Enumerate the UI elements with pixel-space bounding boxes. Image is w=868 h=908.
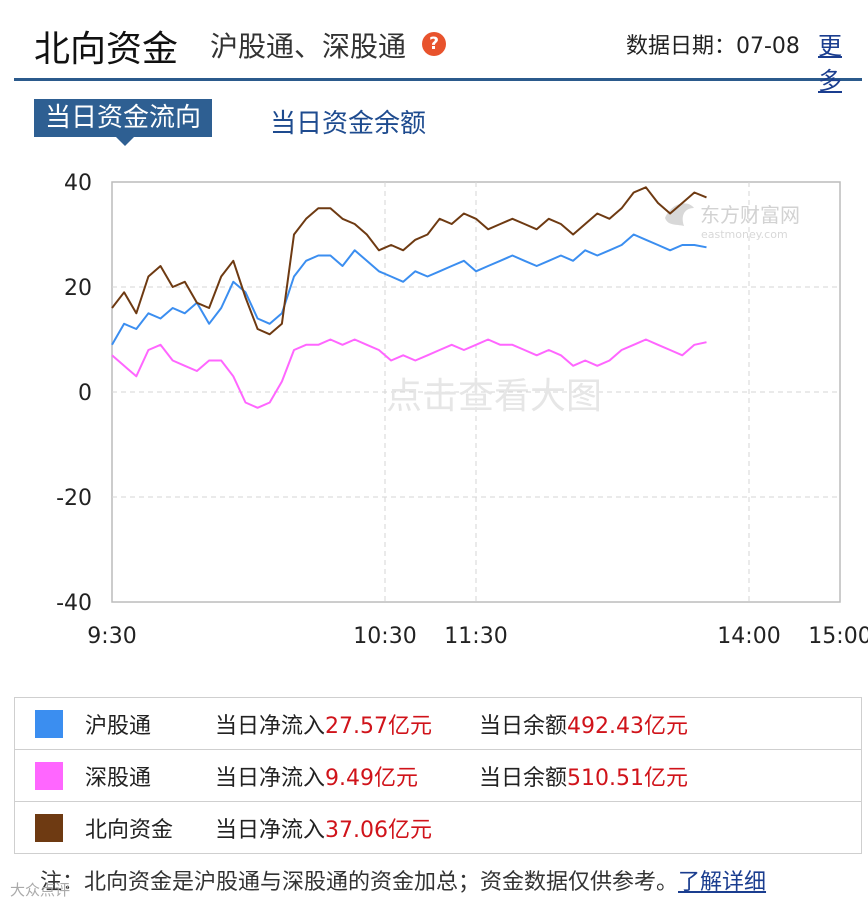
- page-title: 北向资金: [34, 29, 179, 70]
- y-tick-label: 20: [64, 276, 92, 301]
- series-line-2: [111, 186, 707, 336]
- legend-swatch-sz: [35, 761, 63, 790]
- flow-label: 当日净流入: [215, 713, 326, 739]
- legend-table: 沪股通 当日净流入27.57亿元 当日余额492.43亿元 深股通 当日净流入9…: [14, 697, 862, 854]
- flow-value: 9.49亿元: [325, 765, 419, 791]
- x-tick-label: 15:00: [808, 624, 868, 649]
- watermark-logo: 东方财富网 eastmoney.com: [665, 203, 800, 241]
- balance-label: 当日余额: [479, 713, 568, 739]
- flow-label: 当日净流入: [215, 817, 326, 843]
- tab-daily-flow[interactable]: 当日资金流向: [34, 99, 212, 146]
- legend-flow: 当日净流入37.06亿元: [215, 801, 479, 854]
- legend-swatch-sh: [35, 709, 63, 738]
- y-tick-label: 40: [64, 171, 92, 196]
- balance-value: 510.51亿元: [567, 765, 688, 791]
- question-circle-icon[interactable]: ?: [422, 32, 446, 56]
- legend-balance: [479, 801, 862, 854]
- learn-more-link[interactable]: 了解详细: [678, 870, 767, 895]
- watermark-logo-sub: eastmoney.com: [701, 228, 788, 241]
- legend-swatch-north: [35, 813, 63, 842]
- flow-value: 27.57亿元: [325, 713, 432, 739]
- x-tick-label: 9:30: [87, 624, 136, 649]
- northbound-flow-chart[interactable]: 40 20 0 -20 -40 9:30 10:30 11:30 14:00 15:00 东方财富…: [0, 160, 868, 660]
- x-tick-label: 14:00: [717, 624, 780, 649]
- legend-row-sz: 深股通 当日净流入9.49亿元 当日余额510.51亿元: [14, 749, 862, 802]
- legend-flow: 当日净流入27.57亿元: [215, 697, 479, 750]
- legend-row-sh: 沪股通 当日净流入27.57亿元 当日余额492.43亿元: [14, 697, 862, 750]
- legend-name: 沪股通: [85, 697, 215, 750]
- y-tick-label: -40: [56, 591, 92, 616]
- flow-value: 37.06亿元: [325, 817, 432, 843]
- x-tick-label: 10:30: [353, 624, 416, 649]
- footnote: 注：北向资金是沪股通与深股通的资金加总；资金数据仅供参考。了解详细: [40, 864, 766, 896]
- legend-balance: 当日余额492.43亿元: [479, 697, 862, 750]
- date-label: 数据日期：07-08: [626, 34, 800, 59]
- tab-daily-balance[interactable]: 当日资金余额: [270, 109, 427, 139]
- watermark-logo-text: 东方财富网: [700, 203, 800, 227]
- legend-balance: 当日余额510.51亿元: [479, 749, 862, 802]
- footnote-text: 注：北向资金是沪股通与深股通的资金加总；资金数据仅供参考。: [40, 870, 679, 895]
- balance-label: 当日余额: [479, 765, 568, 791]
- legend-row-north: 北向资金 当日净流入37.06亿元: [14, 801, 862, 854]
- y-tick-label: -20: [56, 486, 92, 511]
- legend-name: 深股通: [85, 749, 215, 802]
- page-subtitle: 沪股通、深股通: [210, 30, 407, 63]
- x-tick-label: 11:30: [444, 624, 507, 649]
- flow-label: 当日净流入: [215, 765, 326, 791]
- header: 北向资金 沪股通、深股通 ? 数据日期：07-08 更多: [14, 0, 862, 95]
- more-link[interactable]: 更多: [818, 32, 842, 95]
- series-line-1: [111, 338, 707, 409]
- legend-flow: 当日净流入9.49亿元: [215, 749, 479, 802]
- corner-watermark: 大众点评: [10, 881, 71, 899]
- legend-name: 北向资金: [85, 801, 215, 854]
- y-tick-label: 0: [78, 381, 92, 406]
- watermark-center-text: 点击查看大图: [386, 376, 602, 417]
- balance-value: 492.43亿元: [567, 713, 688, 739]
- series-line-0: [111, 233, 707, 346]
